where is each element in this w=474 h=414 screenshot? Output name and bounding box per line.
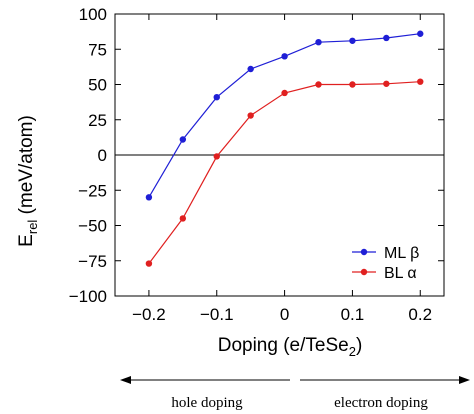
data-point bbox=[179, 136, 187, 143]
data-point bbox=[383, 34, 390, 42]
data-point bbox=[281, 89, 288, 97]
data-point bbox=[179, 215, 187, 222]
data-point bbox=[315, 81, 322, 88]
x-axis-title: Doping (e/TeSe2) bbox=[218, 335, 363, 359]
y-tick-label: 75 bbox=[88, 40, 107, 59]
data-point bbox=[417, 30, 424, 37]
x-tick-label: 0.2 bbox=[408, 305, 432, 324]
legend-label: ML β bbox=[384, 245, 419, 262]
electron-doping-arrow bbox=[300, 376, 470, 384]
data-point bbox=[145, 260, 153, 267]
data-point bbox=[417, 78, 424, 85]
y-tick-label: 25 bbox=[88, 111, 107, 130]
hole-doping-label: hole doping bbox=[171, 395, 243, 411]
x-tick-label: 0.1 bbox=[341, 305, 365, 324]
electron-doping-label: electron doping bbox=[334, 395, 428, 411]
data-point bbox=[315, 39, 322, 46]
data-point bbox=[247, 65, 254, 73]
x-tick-label: −0.2 bbox=[132, 305, 166, 324]
y-tick-label: 50 bbox=[88, 76, 107, 95]
data-point bbox=[349, 37, 356, 44]
legend-marker bbox=[360, 248, 368, 256]
svg-text:Erel (meV/atom): Erel (meV/atom) bbox=[16, 115, 40, 247]
y-tick-label: −100 bbox=[69, 287, 107, 306]
legend-label: BL α bbox=[384, 265, 417, 282]
y-tick-label: −50 bbox=[78, 217, 107, 236]
legend-marker bbox=[360, 268, 368, 276]
y-axis-title: Erel (meV/atom) bbox=[16, 115, 40, 247]
y-tick-label: −25 bbox=[78, 181, 107, 200]
hole-doping-arrow bbox=[120, 376, 290, 384]
series-line-1 bbox=[148, 81, 421, 264]
data-point bbox=[145, 194, 153, 201]
data-point bbox=[213, 93, 220, 101]
plot-area: 100 75 50 25 0 −25 −50 −75 −100 −0.2 −0.1 0 0.1 0.2 ML… bbox=[69, 5, 445, 324]
data-point bbox=[383, 80, 390, 87]
x-tick-label: 0 bbox=[280, 305, 289, 324]
data-point bbox=[247, 112, 254, 119]
y-tick-label: 0 bbox=[98, 146, 107, 165]
y-tick-label: −75 bbox=[78, 252, 107, 271]
data-point bbox=[349, 81, 356, 88]
data-point bbox=[281, 53, 288, 60]
y-tick-label: 100 bbox=[79, 5, 107, 24]
x-tick-label: −0.1 bbox=[200, 305, 234, 324]
data-point bbox=[213, 153, 220, 160]
